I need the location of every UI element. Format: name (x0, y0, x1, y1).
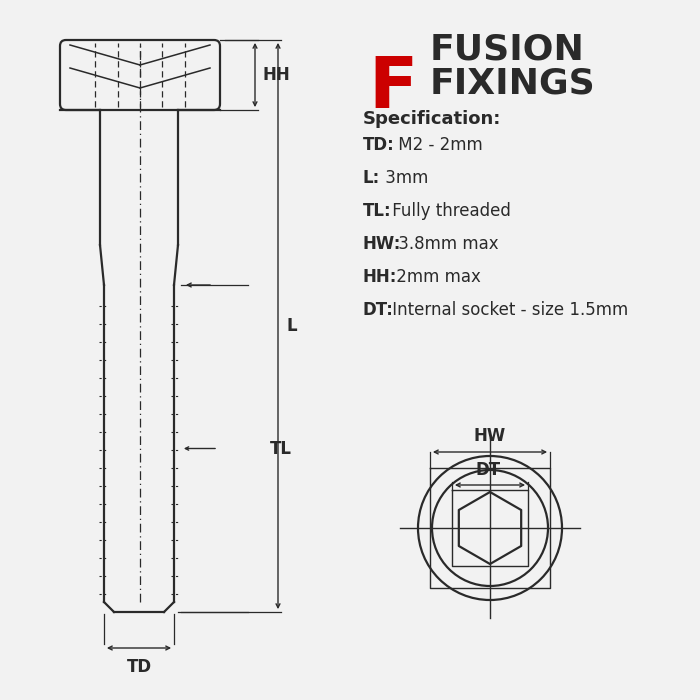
Text: FUSION: FUSION (430, 32, 585, 66)
Text: HW: HW (474, 427, 506, 445)
Text: DT:: DT: (363, 301, 394, 319)
Text: F: F (368, 54, 417, 123)
Text: 3.8mm max: 3.8mm max (393, 235, 498, 253)
Text: L: L (286, 317, 297, 335)
Text: 3mm: 3mm (380, 169, 428, 187)
Text: HH: HH (263, 66, 290, 84)
Text: TD:: TD: (363, 136, 395, 154)
Text: TL:: TL: (363, 202, 391, 220)
Text: Internal socket - size 1.5mm: Internal socket - size 1.5mm (387, 301, 629, 319)
Text: TD: TD (127, 658, 152, 676)
Text: FIXINGS: FIXINGS (430, 66, 596, 100)
Text: HW:: HW: (363, 235, 401, 253)
Text: Fully threaded: Fully threaded (387, 202, 511, 220)
Text: Specification:: Specification: (363, 110, 501, 128)
Text: HH:: HH: (363, 268, 398, 286)
Text: M2 - 2mm: M2 - 2mm (393, 136, 483, 154)
Text: TL: TL (270, 440, 292, 458)
Text: L:: L: (363, 169, 380, 187)
Text: 2mm max: 2mm max (391, 268, 481, 286)
Text: DT: DT (475, 461, 500, 479)
